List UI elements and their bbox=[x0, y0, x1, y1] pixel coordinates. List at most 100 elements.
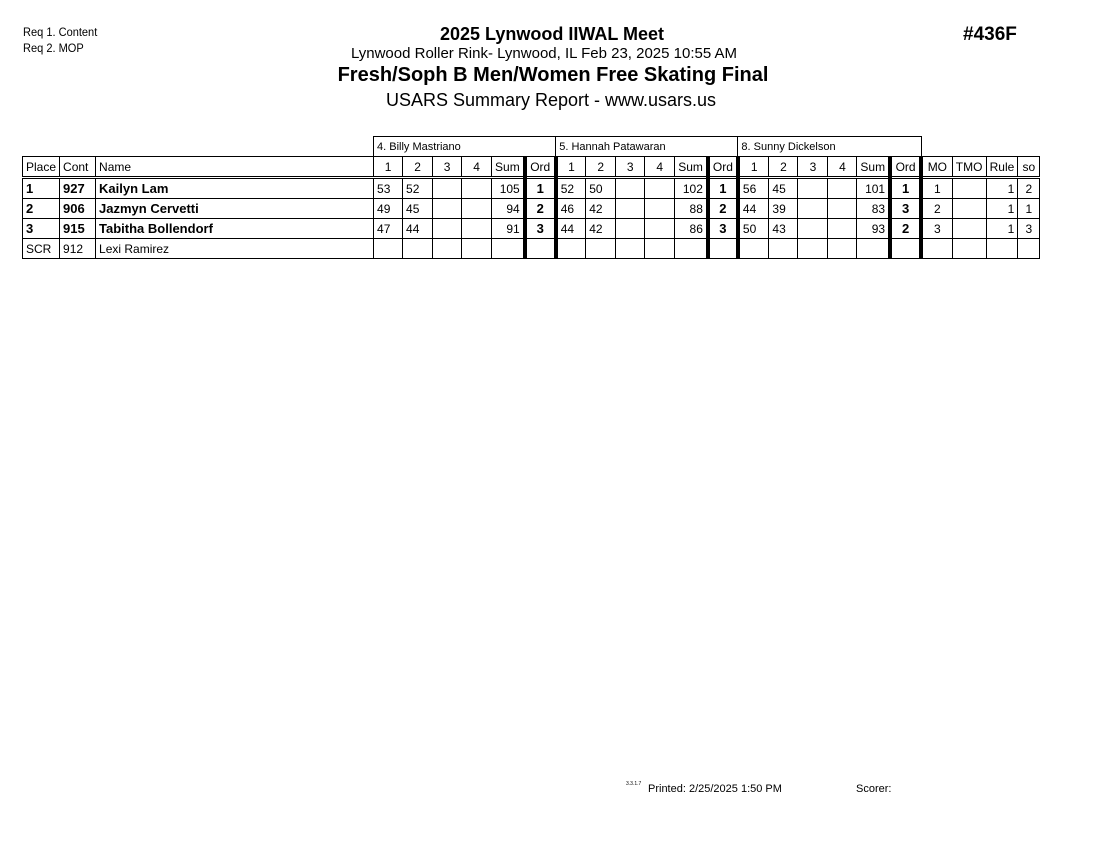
header-judge-col: Sum bbox=[674, 156, 709, 179]
header-judge-col: 2 bbox=[585, 156, 617, 179]
sum-cell bbox=[856, 238, 891, 259]
header-judge-col: 2 bbox=[768, 156, 799, 179]
printed-date: Printed: 2/25/2025 1:50 PM bbox=[648, 783, 782, 795]
name-cell: Tabitha Bollendorf bbox=[95, 218, 375, 239]
header-judge-col: 2 bbox=[402, 156, 434, 179]
results-table: 4. Billy Mastriano 5. Hannah Patawaran 8. … bbox=[21, 136, 1041, 259]
header-cont: Cont bbox=[59, 156, 97, 179]
score-cell bbox=[644, 218, 676, 239]
score-cell bbox=[735, 238, 770, 259]
score-cell: 43 bbox=[768, 218, 799, 239]
header-so: so bbox=[1017, 156, 1041, 179]
tmo-cell bbox=[951, 177, 987, 199]
ord-cell bbox=[522, 238, 557, 259]
location-line: Lynwood Roller Rink- Lynwood, IL Feb 23,… bbox=[350, 45, 738, 62]
place-cell: SCR bbox=[21, 238, 61, 259]
scorer-label: Scorer: bbox=[856, 783, 892, 795]
score-cell bbox=[585, 238, 617, 259]
header-judge-col: 1 bbox=[735, 156, 770, 179]
so-cell: 2 bbox=[1017, 177, 1041, 199]
table-row: 1 927 Kailyn Lam 53 52 105 1 52 50 102 1 56 45 101 1 1 1… bbox=[21, 177, 1041, 199]
sum-cell bbox=[674, 238, 709, 259]
sum-cell bbox=[491, 238, 526, 259]
place-cell: 2 bbox=[21, 198, 61, 219]
ord-cell: 3 bbox=[888, 198, 922, 219]
judge-name: 5. Hannah Patawaran bbox=[555, 136, 739, 157]
header-judge-col: Sum bbox=[856, 156, 891, 179]
judge-name: 8. Sunny Dickelson bbox=[737, 136, 922, 157]
score-cell: 44 bbox=[735, 198, 770, 219]
mo-cell: 2 bbox=[919, 198, 953, 219]
judge-header-row: 4. Billy Mastriano 5. Hannah Patawaran 8. … bbox=[23, 136, 1040, 157]
name-cell: Lexi Ramirez bbox=[95, 238, 375, 259]
cont-cell: 915 bbox=[59, 218, 97, 239]
tmo-cell bbox=[951, 198, 987, 219]
score-cell bbox=[644, 198, 676, 219]
score-cell: 50 bbox=[735, 218, 770, 239]
requirement-2: Req 2. MOP bbox=[23, 41, 84, 55]
ord-cell bbox=[705, 238, 739, 259]
table-row: 3 915 Tabitha Bollendorf 47 44 91 3 44 42 86 3 50 43… bbox=[21, 218, 1041, 239]
score-cell bbox=[797, 238, 829, 259]
sum-cell: 93 bbox=[856, 218, 891, 239]
ord-cell: 3 bbox=[522, 218, 557, 239]
score-cell: 44 bbox=[553, 218, 587, 239]
score-cell bbox=[615, 177, 646, 199]
score-cell: 44 bbox=[402, 218, 434, 239]
score-cell bbox=[461, 218, 493, 239]
table-row: SCR 912 Lexi Ramirez bbox=[21, 238, 1041, 259]
score-cell: 52 bbox=[402, 177, 434, 199]
ord-cell: 1 bbox=[705, 177, 739, 199]
report-title: USARS Summary Report - www.usars.us bbox=[385, 90, 717, 110]
sum-cell: 94 bbox=[491, 198, 526, 219]
judge-name: 4. Billy Mastriano bbox=[373, 136, 557, 157]
sum-cell: 102 bbox=[674, 177, 709, 199]
header-judge-col: 4 bbox=[461, 156, 493, 179]
header-judge-col: 3 bbox=[797, 156, 829, 179]
sum-cell: 91 bbox=[491, 218, 526, 239]
score-cell: 47 bbox=[373, 218, 404, 239]
header-place: Place bbox=[21, 156, 61, 179]
sum-cell: 105 bbox=[491, 177, 526, 199]
score-cell: 56 bbox=[735, 177, 770, 199]
score-cell bbox=[432, 177, 463, 199]
version-label: 3.3.1.7 bbox=[626, 781, 642, 787]
header-judge-col: Ord bbox=[705, 156, 739, 179]
header-rule: Rule bbox=[985, 156, 1019, 179]
requirement-1: Req 1. Content bbox=[23, 25, 98, 39]
ord-cell: 1 bbox=[522, 177, 557, 199]
ord-cell: 2 bbox=[705, 198, 739, 219]
score-cell bbox=[797, 198, 829, 219]
header-judge-col: 4 bbox=[827, 156, 858, 179]
so-cell: 3 bbox=[1017, 218, 1041, 239]
name-cell: Kailyn Lam bbox=[95, 177, 375, 199]
spacer bbox=[921, 137, 1040, 157]
score-cell: 42 bbox=[585, 218, 617, 239]
score-cell: 45 bbox=[768, 177, 799, 199]
mo-cell: 3 bbox=[919, 218, 953, 239]
header-judge-col: 1 bbox=[553, 156, 587, 179]
header-judge-col: Sum bbox=[491, 156, 526, 179]
rule-cell: 1 bbox=[985, 198, 1019, 219]
ord-cell bbox=[888, 238, 922, 259]
place-cell: 1 bbox=[21, 177, 61, 199]
rule-cell bbox=[985, 238, 1019, 259]
score-cell: 53 bbox=[373, 177, 404, 199]
score-cell bbox=[461, 238, 493, 259]
header-judge-col: Ord bbox=[888, 156, 922, 179]
score-cell: 52 bbox=[553, 177, 587, 199]
score-cell bbox=[644, 177, 676, 199]
header-judge-col: 3 bbox=[432, 156, 463, 179]
rule-cell: 1 bbox=[985, 177, 1019, 199]
score-cell bbox=[827, 198, 858, 219]
mo-cell bbox=[919, 238, 953, 259]
sum-cell: 86 bbox=[674, 218, 709, 239]
table-row: 2 906 Jazmyn Cervetti 49 45 94 2 46 42 88 2 44 39 83 3… bbox=[21, 198, 1041, 219]
score-cell: 45 bbox=[402, 198, 434, 219]
score-cell: 42 bbox=[585, 198, 617, 219]
score-cell bbox=[461, 198, 493, 219]
score-cell bbox=[615, 218, 646, 239]
meet-title: 2025 Lynwood IIWAL Meet bbox=[439, 24, 665, 44]
spacer bbox=[23, 137, 374, 157]
cont-cell: 906 bbox=[59, 198, 97, 219]
